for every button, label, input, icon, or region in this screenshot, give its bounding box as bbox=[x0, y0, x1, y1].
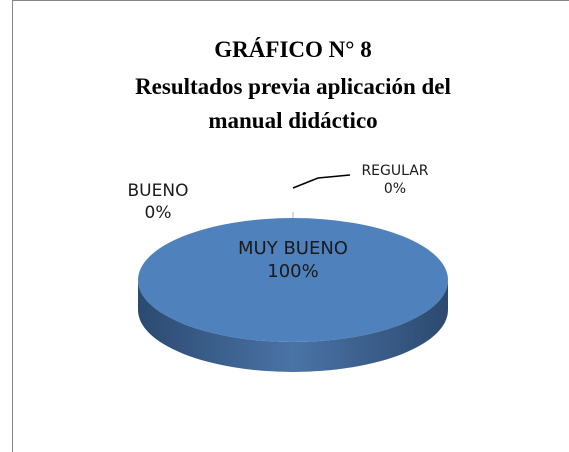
category-label: BUENO bbox=[127, 181, 189, 201]
data-label: BUENO 0% bbox=[108, 180, 208, 224]
chart-title: manual didáctico bbox=[208, 108, 377, 133]
value-label: 0% bbox=[144, 203, 172, 224]
pie-slice bbox=[138, 218, 448, 342]
leader-line bbox=[292, 174, 351, 189]
data-label: REGULAR 0% bbox=[345, 162, 445, 198]
chart-title: Resultados previa aplicación del bbox=[135, 74, 451, 99]
category-label: REGULAR bbox=[361, 163, 429, 179]
data-label: MUY BUENO 100% bbox=[233, 237, 353, 284]
pie-side bbox=[138, 280, 448, 372]
value-label: 0% bbox=[383, 181, 407, 198]
chart-title: GRÁFICO N° 8 bbox=[214, 37, 371, 62]
category-label: MUY BUENO bbox=[238, 238, 348, 259]
pie bbox=[138, 212, 448, 372]
value-label: 100% bbox=[267, 261, 319, 283]
